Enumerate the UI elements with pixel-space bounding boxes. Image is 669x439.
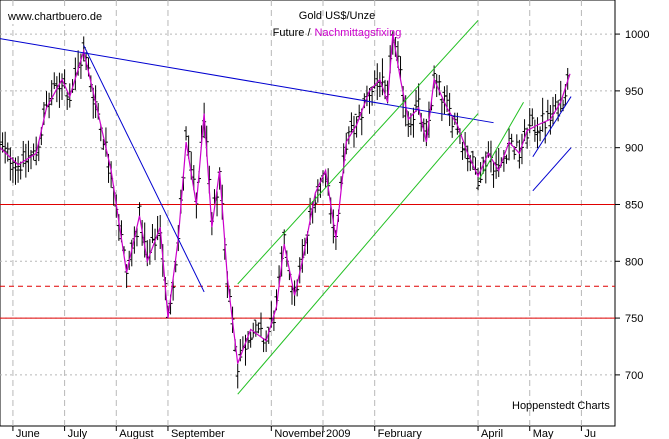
price-bar <box>532 119 537 142</box>
price-bar <box>18 161 23 180</box>
x-tick-label-2: August <box>119 428 153 439</box>
price-bar <box>514 134 519 148</box>
chart-title: Gold US$/Unze <box>299 10 375 22</box>
y-tick-label-800: 800 <box>625 256 643 268</box>
y-tick-label-850: 850 <box>625 199 643 211</box>
price-bar <box>491 162 496 188</box>
price-bar <box>261 338 266 353</box>
chart-subtitle: Future / Nachmittagsfixing <box>273 27 402 39</box>
trendlines <box>0 20 572 395</box>
support-lines <box>0 203 615 319</box>
price-bar <box>346 126 351 145</box>
x-tick-label-1: July <box>68 428 88 439</box>
price-bar <box>530 108 535 127</box>
price-bar <box>16 156 21 183</box>
y-tick-label-750: 750 <box>625 313 643 325</box>
price-bar <box>10 156 15 183</box>
x-tick-label-6: February <box>378 428 423 439</box>
x-tick-label-9: Ju <box>584 428 596 439</box>
price-bar <box>439 98 444 122</box>
x-tick-label-0: June <box>16 428 40 439</box>
fixing-line <box>0 33 571 364</box>
price-bar <box>540 97 545 132</box>
price-bar <box>411 107 416 138</box>
price-bar <box>5 142 10 162</box>
price-bar <box>8 147 13 181</box>
watermark[interactable]: www.chartbuero.de <box>7 11 102 23</box>
x-tick-label-7: April <box>481 428 503 439</box>
price-bar <box>545 99 550 121</box>
price-bar <box>504 154 509 164</box>
credit-label: Hoppenstedt Charts <box>512 400 610 412</box>
trendline-blue-6 <box>532 96 572 158</box>
trendline-green-2 <box>237 113 479 395</box>
price-bar <box>535 117 540 149</box>
price-bar <box>248 331 253 348</box>
trendline-blue-5 <box>532 147 572 192</box>
price-bar <box>23 143 28 178</box>
price-bar <box>0 136 2 158</box>
x-tick-label-8: May <box>533 428 554 439</box>
price-bar <box>509 133 514 146</box>
x-tick-label-4: November <box>274 428 325 439</box>
price-bar <box>313 193 318 213</box>
x-tick-label-5: 2009 <box>326 428 350 439</box>
x-tick-label-3: September <box>171 428 225 439</box>
price-bar <box>450 115 455 138</box>
price-bar <box>184 126 189 141</box>
trendline-blue-0 <box>0 38 494 124</box>
y-tick-label-950: 950 <box>625 86 643 98</box>
price-bar <box>21 140 26 168</box>
price-bar <box>406 111 411 137</box>
price-bar <box>0 132 5 153</box>
price-bar <box>253 319 258 337</box>
price-bar <box>256 322 261 334</box>
y-tick-label-900: 900 <box>625 143 643 155</box>
y-tick-label-700: 700 <box>625 370 643 382</box>
x-axis-ticks: June July August September November 2009 Febru… <box>12 426 596 439</box>
price-bar <box>478 162 483 184</box>
price-bar <box>31 143 36 161</box>
plot-frame <box>0 0 616 427</box>
y-axis-ticks: 700 750 800 850 900 950 1000 <box>615 29 649 382</box>
price-bar <box>258 312 263 338</box>
price-bar <box>29 149 34 170</box>
price-bar <box>476 167 481 191</box>
y-tick-label-1000: 1000 <box>625 29 649 41</box>
price-bar <box>36 141 41 162</box>
watermark-box <box>4 8 108 24</box>
price-bar <box>235 363 240 389</box>
price-bar <box>414 89 419 112</box>
price-bar <box>460 141 465 160</box>
subtitle-highlight: Nachmittagsfixing <box>315 27 402 39</box>
price-bar <box>470 150 475 170</box>
trendline-green-4 <box>478 101 524 180</box>
subtitle-prefix: Future / <box>273 27 312 39</box>
price-bar <box>150 223 155 244</box>
price-bar <box>553 94 558 111</box>
price-bar <box>538 126 543 142</box>
price-bar <box>52 72 57 90</box>
trendline-green-3 <box>237 20 479 285</box>
price-bar <box>3 131 8 164</box>
price-bar <box>65 92 70 110</box>
price-bar <box>57 72 62 108</box>
price-bar <box>447 92 452 127</box>
price-bar <box>137 202 142 217</box>
price-bar <box>349 112 354 133</box>
trendline-blue-1 <box>83 45 205 293</box>
price-bar <box>377 72 382 98</box>
